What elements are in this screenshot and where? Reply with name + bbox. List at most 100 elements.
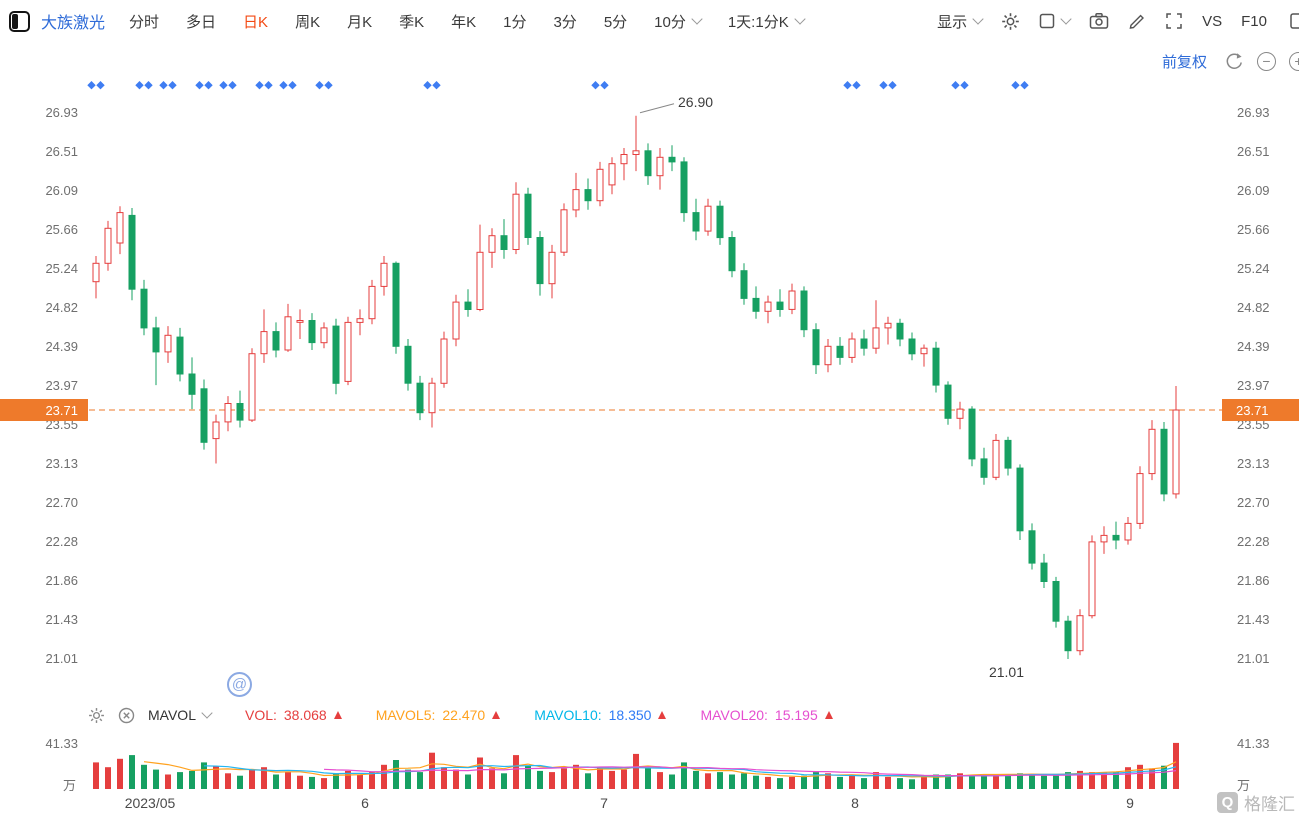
volume-bar — [777, 778, 783, 789]
forward-adjust-button[interactable]: 前复权 — [1161, 53, 1207, 71]
toolbar-right-group: 显示 VS F10 — [937, 11, 1299, 32]
candlestick-chart[interactable]: 26.90 21.01 — [0, 75, 1299, 700]
time-tick: 8 — [851, 795, 859, 811]
candle-body — [788, 290, 796, 310]
high-annotation-line — [639, 103, 675, 114]
candle-body — [596, 168, 604, 202]
volume-bar — [981, 774, 987, 789]
candle-body — [224, 403, 232, 423]
event-marker-icon — [843, 81, 852, 90]
display-menu[interactable]: 显示 — [937, 11, 984, 32]
candle-body — [548, 251, 556, 285]
draw-pencil-icon[interactable] — [1128, 12, 1146, 30]
candle-body — [1088, 541, 1096, 617]
volume-bar — [765, 776, 771, 789]
candle-body — [164, 334, 172, 353]
tab-interval-1d-1min[interactable]: 1天:1分K — [728, 11, 806, 32]
volume-bar — [201, 762, 207, 789]
volume-bar — [141, 764, 147, 789]
tab-monthly-k[interactable]: 月K — [347, 13, 373, 31]
event-marker-icon — [951, 81, 960, 90]
candle-body — [176, 336, 184, 375]
zoom-in-icon[interactable]: + — [1289, 51, 1299, 71]
event-marker-icon — [195, 81, 204, 90]
volume-bar — [633, 753, 639, 789]
candle-body — [92, 262, 100, 283]
volume-bar — [921, 776, 927, 789]
chevron-down-icon[interactable] — [201, 707, 213, 719]
volume-bar — [93, 762, 99, 789]
volume-bar — [909, 779, 915, 789]
fullscreen-icon[interactable] — [1165, 12, 1183, 30]
candle-body — [464, 301, 472, 311]
volume-bar — [849, 775, 855, 789]
candle-body — [308, 320, 316, 344]
candle-body — [1076, 615, 1084, 652]
volume-bar — [897, 778, 903, 789]
candle-body — [212, 421, 220, 440]
volume-bar — [825, 773, 831, 789]
tab-time-sharing[interactable]: 分时 — [129, 13, 160, 31]
layout-select-icon[interactable] — [1039, 13, 1072, 29]
vs-button[interactable]: VS — [1202, 12, 1223, 30]
indicator-close-icon[interactable] — [118, 707, 135, 724]
candle-body — [428, 382, 436, 414]
candle-body — [812, 329, 820, 366]
up-arrow-icon — [658, 711, 667, 719]
event-marker-icon — [168, 81, 177, 90]
event-marker-icon — [279, 81, 288, 90]
mavol-line — [323, 766, 1177, 777]
volume-unit-right: 万 — [1237, 778, 1251, 793]
zoom-out-icon[interactable]: − — [1257, 51, 1276, 71]
volume-bar — [1053, 774, 1059, 789]
stock-name[interactable]: 大族激光 — [41, 15, 106, 32]
mavol20-readout: MAVOL20: 15.195 — [700, 707, 833, 723]
tab-1min[interactable]: 1分 — [503, 13, 527, 31]
volume-bar — [513, 755, 519, 789]
high-annotation: 26.90 — [678, 94, 713, 110]
tab-daily-k[interactable]: 日K — [243, 13, 269, 31]
candle-body — [848, 338, 856, 358]
low-annotation: 21.01 — [989, 664, 1024, 680]
candle-body — [1112, 534, 1120, 541]
candle-body — [668, 156, 676, 163]
volume-bar — [333, 773, 339, 789]
app-window-icon[interactable] — [9, 10, 30, 32]
volume-bar — [669, 774, 675, 789]
tab-3min[interactable]: 3分 — [553, 13, 577, 31]
mavol20-value: 15.195 — [774, 707, 818, 723]
chevron-down-icon — [691, 13, 703, 25]
tab-quarterly-k[interactable]: 季K — [399, 13, 425, 31]
candle-body — [920, 347, 928, 355]
indicator-settings-icon[interactable] — [88, 707, 105, 724]
candle-body — [1160, 428, 1168, 495]
volume-bar — [261, 767, 267, 789]
volume-bar — [1149, 768, 1155, 789]
camera-icon[interactable] — [1089, 12, 1109, 30]
volume-bar — [549, 772, 555, 789]
tab-yearly-k[interactable]: 年K — [451, 13, 477, 31]
candle-body — [1136, 473, 1144, 524]
tab-5min[interactable]: 5分 — [603, 13, 628, 31]
tab-10min[interactable]: 10分 — [654, 11, 703, 32]
f10-button[interactable]: F10 — [1241, 12, 1267, 30]
candle-body — [392, 262, 400, 347]
volume-chart[interactable] — [0, 733, 1299, 793]
candle-body — [776, 301, 784, 311]
volume-unit-left: 万 — [62, 778, 76, 793]
volume-bar — [1161, 765, 1167, 789]
volume-bar — [753, 775, 759, 789]
volume-bar — [561, 768, 567, 789]
volume-bar — [1125, 767, 1131, 789]
event-marker-icon — [288, 81, 297, 90]
clipped-toolbar-icon[interactable] — [1286, 12, 1299, 30]
reset-zoom-icon[interactable] — [1225, 52, 1244, 71]
candle-body — [584, 189, 592, 202]
tab-multi-day[interactable]: 多日 — [186, 13, 217, 31]
settings-gear-icon[interactable] — [1001, 12, 1020, 31]
indicator-selector[interactable]: MAVOL — [148, 707, 196, 723]
volume-bar — [741, 773, 747, 789]
mavol20-label: MAVOL20: — [700, 707, 768, 723]
event-marker-icon — [600, 81, 609, 90]
tab-weekly-k[interactable]: 周K — [295, 13, 321, 31]
